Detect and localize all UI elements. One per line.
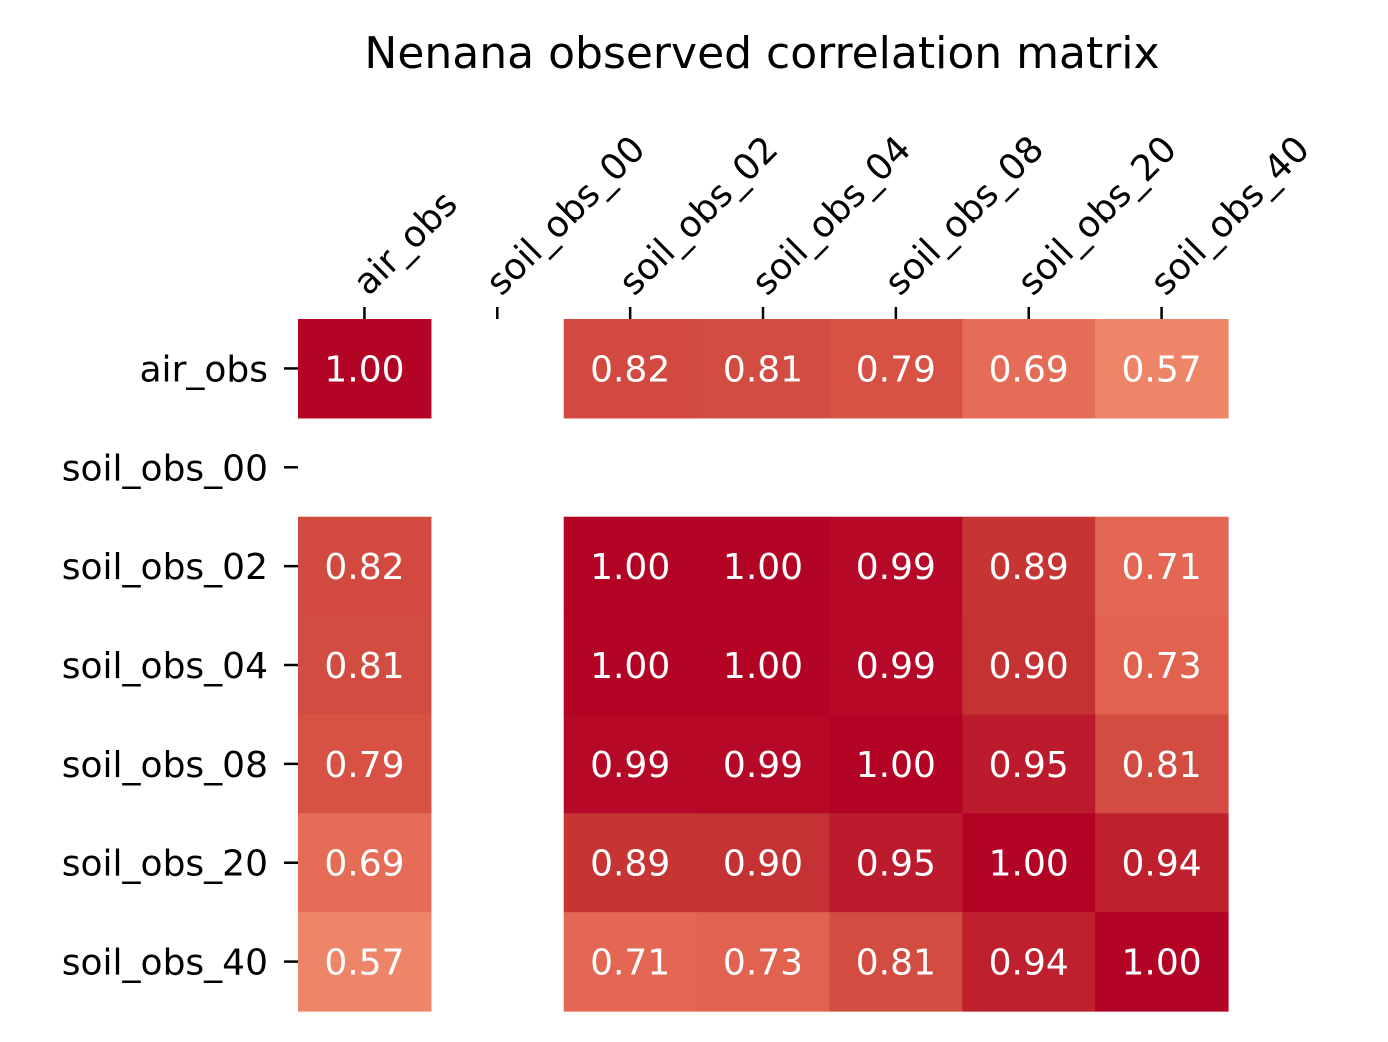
cell-value-label-2-3: 1.00 xyxy=(723,547,803,588)
cell-value-label-6-0: 0.57 xyxy=(324,943,404,984)
cell-value-label-4-5: 0.95 xyxy=(989,745,1069,786)
heatmap-cell-5-3 xyxy=(696,813,831,913)
heatmap-cell-5-4 xyxy=(829,813,963,913)
heatmap-cell-4-3 xyxy=(696,714,831,814)
heatmap-cell-4-2 xyxy=(563,714,698,814)
cell-value-label-3-3: 1.00 xyxy=(723,646,803,687)
heatmap-cell-2-3 xyxy=(696,516,831,617)
cell-value-label-2-0: 0.82 xyxy=(324,547,404,588)
heatmap-cell-2-6 xyxy=(1095,516,1229,617)
heatmap-cell-3-5 xyxy=(962,615,1096,716)
heatmap-cell-5-0 xyxy=(298,813,432,913)
heatmap-cell-6-2 xyxy=(563,912,698,1012)
cell-value-label-3-5: 0.90 xyxy=(989,646,1069,687)
heatmap-cell-5-2 xyxy=(563,813,698,913)
heatmap-cell-0-2 xyxy=(563,319,698,419)
heatmap-cell-4-4 xyxy=(829,714,963,814)
heatmap-cell-0-3 xyxy=(696,319,831,419)
cell-value-label-0-3: 0.81 xyxy=(723,349,803,390)
cell-value-label-3-2: 1.00 xyxy=(590,646,670,687)
cell-value-label-4-2: 0.99 xyxy=(590,745,670,786)
heatmap-cell-2-2 xyxy=(563,516,698,617)
x-axis: air_obs soil_obs_00soil_obs_02soil_obs_04… xyxy=(346,129,1318,319)
cell-value-label-0-0: 1.00 xyxy=(324,349,404,390)
cell-value-label-5-6: 0.94 xyxy=(1122,844,1202,885)
heatmap-cell-0-4 xyxy=(829,319,963,419)
y-tick-label: soil_obs_20 xyxy=(62,844,268,885)
heatmap-cell-4-0 xyxy=(298,714,432,814)
y-tick-label: soil_obs_08 xyxy=(62,745,268,786)
cell-value-label-2-2: 1.00 xyxy=(590,547,670,588)
heatmap-cell-3-4 xyxy=(829,615,963,716)
cell-value-label-0-6: 0.57 xyxy=(1122,349,1202,390)
x-tick-label: air_obs xyxy=(346,184,466,304)
cell-value-label-2-6: 0.71 xyxy=(1122,547,1202,588)
cell-value-label-0-4: 0.79 xyxy=(856,349,936,390)
y-tick-label: soil_obs_40 xyxy=(62,943,268,984)
heatmap-cell-6-0 xyxy=(298,912,432,1012)
heatmap-cell-0-0 xyxy=(298,319,432,419)
cell-value-label-6-2: 0.71 xyxy=(590,943,670,984)
cell-value-label-5-0: 0.69 xyxy=(324,844,404,885)
cell-value-label-2-5: 0.89 xyxy=(989,547,1069,588)
heatmap-cell-3-3 xyxy=(696,615,831,716)
cell-value-label-6-6: 1.00 xyxy=(1122,943,1202,984)
heatmap-cell-4-5 xyxy=(962,714,1096,814)
cell-value-label-4-3: 0.99 xyxy=(723,745,803,786)
heatmap-cell-3-0 xyxy=(298,615,432,716)
cell-value-label-0-5: 0.69 xyxy=(989,349,1069,390)
cell-value-label-4-6: 0.81 xyxy=(1122,745,1202,786)
cell-value-label-5-2: 0.89 xyxy=(590,844,670,885)
heatmap-cell-4-6 xyxy=(1095,714,1229,814)
cell-value-label-0-2: 0.82 xyxy=(590,349,670,390)
cell-value-label-6-5: 0.94 xyxy=(989,943,1069,984)
y-tick-label: soil_obs_02 xyxy=(62,547,268,588)
cell-value-label-6-3: 0.73 xyxy=(723,943,803,984)
chart-title: Nenana observed correlation matrix xyxy=(364,28,1159,79)
heatmap-cell-6-4 xyxy=(829,912,963,1012)
heatmap-cell-3-2 xyxy=(563,615,698,716)
heatmap-cell-6-5 xyxy=(962,912,1096,1012)
y-tick-label: soil_obs_00 xyxy=(62,448,268,489)
cell-value-label-3-4: 0.99 xyxy=(856,646,936,687)
cell-value-label-5-5: 1.00 xyxy=(989,844,1069,885)
heatmap-cell-2-0 xyxy=(298,516,432,617)
cell-value-label-4-0: 0.79 xyxy=(324,745,404,786)
heatmap-cell-6-3 xyxy=(696,912,831,1012)
cell-value-label-5-3: 0.90 xyxy=(723,844,803,885)
cell-value-label-3-6: 0.73 xyxy=(1122,646,1202,687)
y-axis: air_obs soil_obs_00 soil_obs_02 soil_obs_04… xyxy=(62,349,298,984)
heatmap-cell-3-6 xyxy=(1095,615,1229,716)
y-tick-label: soil_obs_04 xyxy=(62,646,268,687)
cell-value-label-2-4: 0.99 xyxy=(856,547,936,588)
heatmap-cell-0-6 xyxy=(1095,319,1229,419)
cell-value-label-5-4: 0.95 xyxy=(856,844,936,885)
heatmap-cell-5-5 xyxy=(962,813,1096,913)
cell-value-label-4-4: 1.00 xyxy=(856,745,936,786)
heatmap-cell-2-4 xyxy=(829,516,963,617)
cell-value-label-3-0: 0.81 xyxy=(324,646,404,687)
heatmap-cells: 1.00 0.82 0.81 0.79 0.69 0.57 0.82 1.00 1.00 0.99… xyxy=(298,319,1229,1012)
y-tick-label: air_obs xyxy=(140,349,269,390)
heatmap-cell-0-5 xyxy=(962,319,1096,419)
heatmap-cell-5-6 xyxy=(1095,813,1229,913)
heatmap-cell-6-6 xyxy=(1095,912,1229,1012)
cell-value-label-6-4: 0.81 xyxy=(856,943,936,984)
heatmap-cell-2-5 xyxy=(962,516,1096,617)
